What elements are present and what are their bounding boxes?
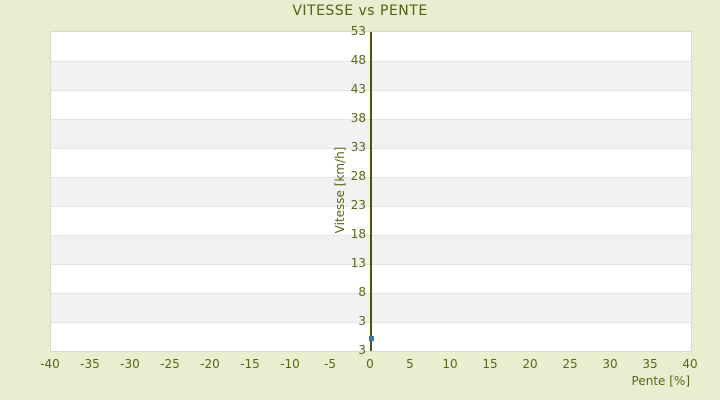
x-tick-label: -15 xyxy=(240,357,260,371)
y-tick-label: 43 xyxy=(350,82,366,96)
x-tick-label: 40 xyxy=(682,357,698,371)
x-tick-label: 25 xyxy=(562,357,578,371)
zero-pente-axis-line xyxy=(370,32,372,351)
x-tick-label: -40 xyxy=(40,357,60,371)
x-tick-label: 20 xyxy=(522,357,538,371)
y-tick-label: 8 xyxy=(358,285,366,299)
y-tick-label: 38 xyxy=(350,111,366,125)
y-tick-label: 28 xyxy=(350,169,366,183)
x-tick-label: -25 xyxy=(160,357,180,371)
plot-area xyxy=(50,31,692,352)
x-tick-label: -5 xyxy=(324,357,336,371)
x-tick-label: -20 xyxy=(200,357,220,371)
x-tick-label: -30 xyxy=(120,357,140,371)
data-point xyxy=(369,335,374,341)
y-tick-label: 18 xyxy=(350,227,366,241)
x-tick-label: -35 xyxy=(80,357,100,371)
x-tick-label: 10 xyxy=(442,357,458,371)
x-tick-label: 15 xyxy=(482,357,498,371)
x-tick-label: 30 xyxy=(602,357,618,371)
x-tick-label: 0 xyxy=(366,357,374,371)
y-tick-label: 23 xyxy=(350,198,366,212)
y-tick-label: 33 xyxy=(350,140,366,154)
y-tick-label: 13 xyxy=(350,256,366,270)
y-tick-label: 48 xyxy=(350,53,366,67)
y-tick-label: 3 xyxy=(358,314,366,328)
x-tick-label: 35 xyxy=(642,357,658,371)
y-axis-title: Vitesse [km/h] xyxy=(333,146,347,234)
y-tick-label: 53 xyxy=(350,24,366,38)
x-axis-title: Pente [%] xyxy=(631,374,690,388)
y-tick-label: 3 xyxy=(358,343,366,357)
chart-title: VITESSE vs PENTE xyxy=(292,3,428,19)
x-tick-label: 5 xyxy=(406,357,414,371)
x-tick-label: -10 xyxy=(280,357,300,371)
